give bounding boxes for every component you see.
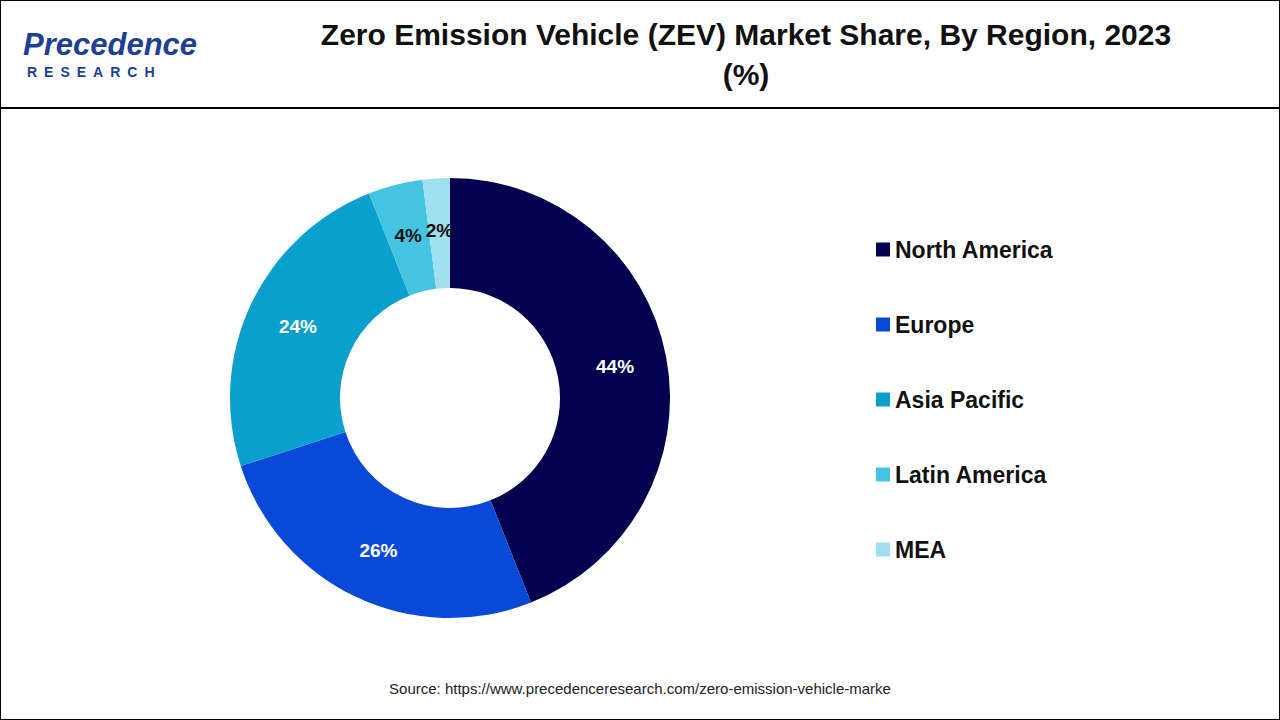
svg-text:MEA: MEA	[895, 537, 946, 563]
svg-text:North America: North America	[895, 237, 1053, 263]
html-text:Zero Emission Vehicle (ZEV) Ma: Zero Emission Vehicle (ZEV) Market Share…	[320, 18, 1172, 91]
html-text:RESEARCH: RESEARCH	[27, 64, 162, 80]
svg-text:Latin America: Latin America	[895, 462, 1046, 488]
html-text:Precedence: Precedence	[23, 27, 198, 62]
svg-text:Asia Pacific: Asia Pacific	[895, 387, 1024, 413]
html-text:Source: https://www.precedence: Source: https://www.precedenceresearch.c…	[389, 680, 891, 697]
svg-text:44%: 44%	[596, 356, 634, 377]
svg-text:24%: 24%	[279, 316, 317, 337]
svg-text:4%: 4%	[394, 225, 422, 246]
svg-text:Europe: Europe	[895, 312, 974, 338]
svg-text:2%: 2%	[426, 220, 454, 241]
svg-text:26%: 26%	[359, 540, 397, 561]
